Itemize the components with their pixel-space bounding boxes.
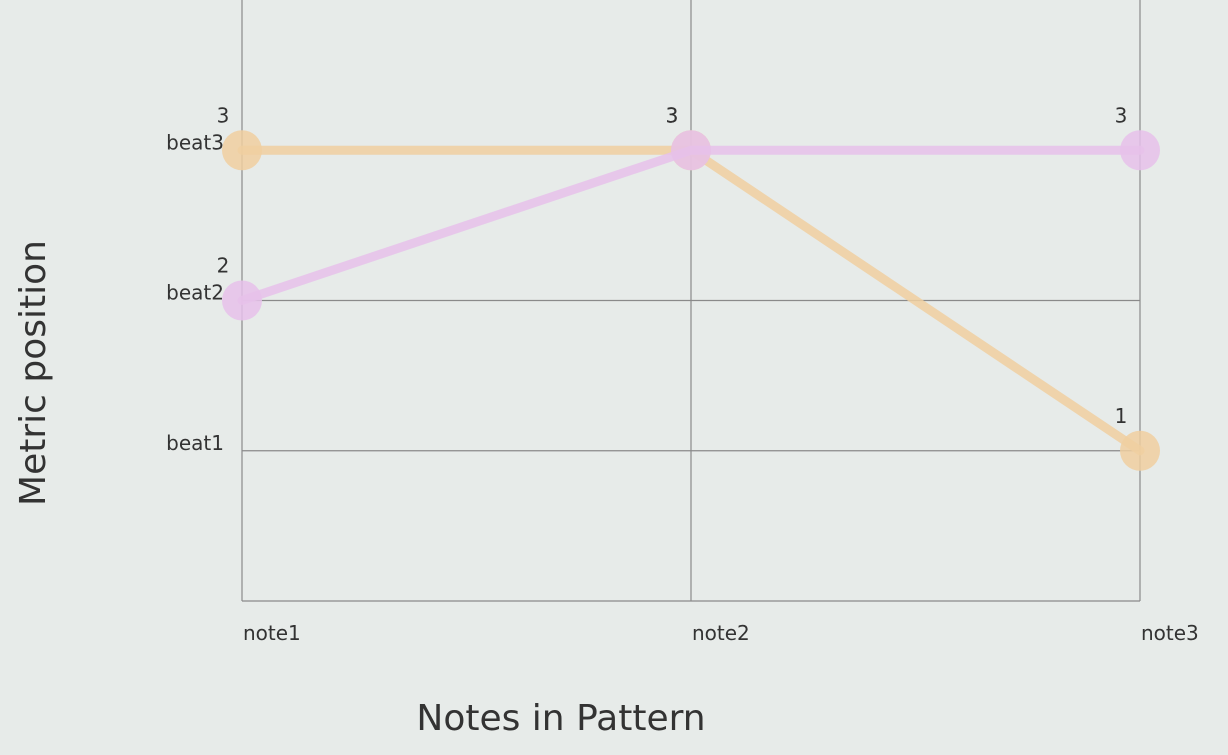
data-label: 3 <box>666 103 679 127</box>
y-tick-label: beat1 <box>166 431 224 455</box>
data-point <box>222 280 262 321</box>
x-tick-label: note3 <box>1141 621 1199 645</box>
grid <box>241 0 1141 602</box>
x-tick-labels: note1 note2 note3 <box>243 621 1199 645</box>
data-label: 3 <box>217 103 230 127</box>
y-tick-labels: beat1 beat2 beat3 <box>166 130 224 455</box>
y-tick-label: beat2 <box>166 281 224 305</box>
data-point <box>222 130 262 171</box>
series-layer <box>222 130 1160 471</box>
y-axis-title: Metric position <box>13 240 54 506</box>
data-point <box>671 130 711 171</box>
data-point <box>1120 430 1160 471</box>
data-point <box>1120 130 1160 171</box>
data-label: 1 <box>1115 404 1128 428</box>
data-label: 3 <box>1115 103 1128 127</box>
x-axis-title: Notes in Pattern <box>416 698 705 739</box>
x-tick-label: note2 <box>692 621 750 645</box>
y-tick-label: beat3 <box>166 130 224 154</box>
x-tick-label: note1 <box>243 621 301 645</box>
data-label: 2 <box>217 254 230 278</box>
data-label: 3 <box>666 103 679 127</box>
